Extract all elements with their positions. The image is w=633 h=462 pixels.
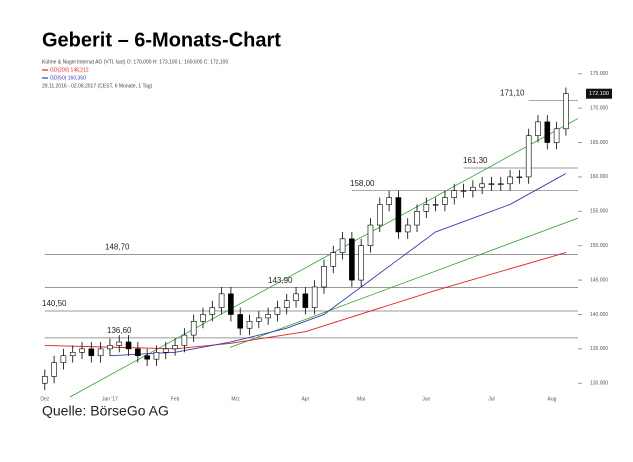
candle-body <box>535 121 541 136</box>
candle-body <box>525 135 532 178</box>
x-tick-label: Mrz <box>231 396 240 402</box>
candle-body <box>190 321 197 336</box>
last-price-label: 172.100 <box>589 91 609 97</box>
y-tick-label: 130.000 <box>590 381 608 387</box>
x-tick-label: Mai <box>357 396 365 402</box>
candle-body <box>41 376 48 384</box>
x-tick-label: Aug <box>547 396 556 402</box>
candle-body <box>395 197 402 233</box>
candle-body <box>516 176 523 179</box>
candle-body <box>470 186 476 191</box>
candle-body <box>302 293 309 308</box>
candle-body <box>79 348 85 353</box>
x-tick-label: Feb <box>171 396 180 402</box>
candle-body <box>358 245 364 281</box>
candle-body <box>386 197 392 205</box>
candle-body <box>228 293 234 315</box>
candle-body <box>97 348 104 357</box>
candle-body <box>200 314 206 322</box>
y-tick-label: 175.000 <box>590 71 608 77</box>
y-tick-label: 155.000 <box>590 209 608 215</box>
x-tick-label: Jan '17 <box>102 396 118 402</box>
candle-body <box>553 128 560 143</box>
source: Quelle: BörseGo AG <box>42 403 169 419</box>
candle-body <box>321 266 327 288</box>
chart-title: Geberit – 6-Monats-Chart <box>42 29 281 51</box>
candle-body <box>488 183 495 185</box>
candle-body <box>330 252 337 267</box>
candle-body <box>460 190 467 192</box>
candle-body <box>218 293 225 308</box>
x-tick-label: Jul <box>488 396 494 402</box>
candle-body <box>209 307 216 315</box>
candle-body <box>563 93 569 130</box>
y-tick-label: 145.000 <box>590 277 608 283</box>
level-label: 148,70 <box>105 243 130 252</box>
candle-body <box>125 341 132 350</box>
y-tick-label: 150.000 <box>590 243 608 249</box>
candle-body <box>107 345 113 350</box>
candle-body <box>153 351 160 360</box>
candle-body <box>256 317 262 322</box>
candle-body <box>479 183 485 188</box>
trend-line <box>69 118 579 398</box>
level-label: 158,00 <box>350 179 375 188</box>
candle-body <box>451 190 458 198</box>
level-label: 143,90 <box>268 276 293 285</box>
x-tick-label: Jun <box>422 396 430 402</box>
candle-body <box>432 204 439 206</box>
candle-body <box>274 307 281 315</box>
candle-body <box>144 355 150 360</box>
candle-body <box>283 300 290 308</box>
candle-body <box>311 286 318 308</box>
candle-body <box>293 293 299 302</box>
y-tick-label: 165.000 <box>590 140 608 146</box>
level-label: 136,60 <box>107 326 132 335</box>
candle-body <box>162 348 169 353</box>
last-price-box <box>586 88 612 99</box>
candle-body <box>246 321 253 329</box>
y-tick-label: 170.000 <box>590 105 608 111</box>
x-tick-label: Apr <box>301 396 309 402</box>
legend-label: GD(200) 148,212 <box>50 67 89 73</box>
candle-body <box>497 183 504 185</box>
candle-body <box>544 121 551 143</box>
candle-body <box>349 238 355 281</box>
candle-body <box>60 355 67 363</box>
candle-body <box>172 345 178 350</box>
candle-body <box>507 176 513 185</box>
candle-body <box>442 197 448 205</box>
y-tick-label: 160.000 <box>590 174 608 180</box>
level-label: 140,50 <box>42 299 67 308</box>
candle-body <box>69 351 76 357</box>
legend-info: Kühne & Nagel Internat AG (VTI, last) O:… <box>42 59 228 65</box>
trend-line <box>229 217 579 348</box>
candle-body <box>181 334 188 346</box>
moving-average <box>44 252 567 350</box>
candle-body <box>265 314 271 319</box>
candle-body <box>404 224 411 233</box>
candle-body <box>116 341 123 346</box>
x-tick-label: Dez <box>40 396 49 402</box>
y-tick-label: 135.000 <box>590 346 608 352</box>
candle-body <box>339 238 346 253</box>
candle-body <box>51 362 57 377</box>
level-label: 171,10 <box>500 89 525 98</box>
legend-range: 29.11.2016 - 02.08.2017 (CEST, 6 Monate,… <box>42 83 153 89</box>
candle-body <box>88 348 95 357</box>
candle-body <box>135 348 141 357</box>
candle-body <box>423 204 430 212</box>
candle-body <box>414 211 420 226</box>
candle-body <box>237 314 244 329</box>
legend-label: GD(50) 160,350 <box>50 75 86 81</box>
candle-body <box>367 224 374 246</box>
y-tick-label: 140.000 <box>590 312 608 318</box>
moving-average <box>109 173 567 357</box>
level-label: 161,30 <box>463 156 488 165</box>
candle-body <box>376 204 383 226</box>
